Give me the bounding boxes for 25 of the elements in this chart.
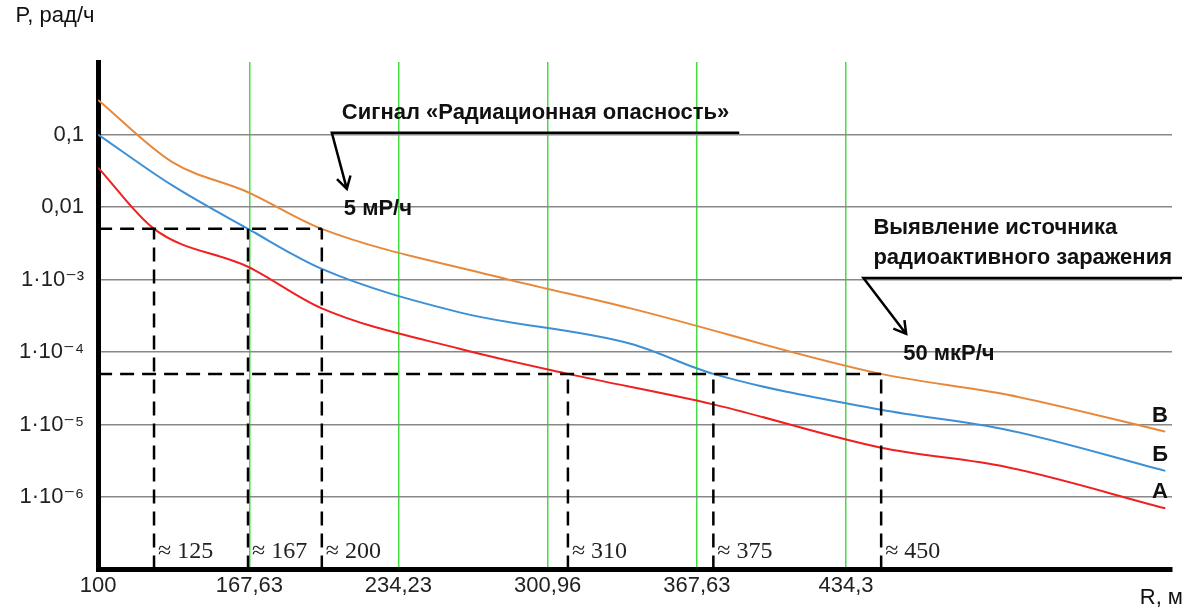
- y-tick-label: 1·10⁻³: [21, 265, 85, 291]
- ref-line-label: ≈ 450: [885, 536, 941, 563]
- y-tick-label: 1·10⁻⁶: [19, 483, 85, 509]
- series-label: Б: [1152, 440, 1169, 466]
- x-tick-label: 367,63: [663, 571, 731, 597]
- y-tick-label: 1·10⁻⁴: [18, 338, 85, 364]
- x-axis-title: R, м: [1139, 584, 1183, 609]
- x-tick-label: 167,63: [215, 571, 284, 597]
- y-tick-label: 0,01: [41, 193, 85, 219]
- annotation: Выявление источника радиоактивного заражения: [873, 213, 1173, 269]
- y-axis-title: P, рад/ч: [15, 2, 95, 27]
- ref-line-label: ≈ 125: [158, 536, 214, 563]
- series-label: А: [1152, 478, 1169, 504]
- x-tick-label: 234,23: [364, 571, 433, 597]
- y-tick-label: 1·10⁻⁵: [19, 410, 85, 436]
- y-tick-label: 0,1: [53, 120, 85, 146]
- x-tick-label: 100: [79, 571, 117, 597]
- series-label: В: [1152, 401, 1168, 427]
- annotation: 50 мкР/ч: [903, 339, 995, 365]
- ref-line-label: ≈ 310: [571, 536, 628, 563]
- ref-line-label: ≈ 375: [717, 536, 773, 563]
- x-tick-label: 434,3: [818, 571, 874, 597]
- ref-line-label: ≈ 200: [325, 536, 381, 563]
- x-tick-label: 300,96: [514, 571, 582, 597]
- ref-line-label: ≈ 167: [252, 536, 308, 563]
